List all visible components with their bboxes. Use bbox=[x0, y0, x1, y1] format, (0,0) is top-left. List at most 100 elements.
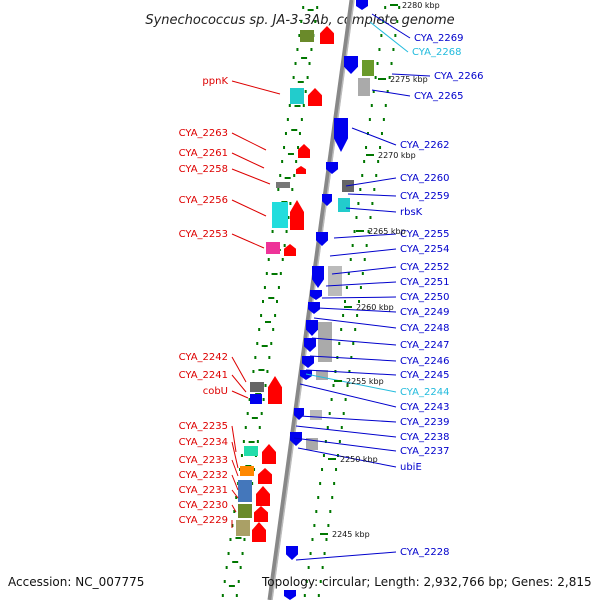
ring-tick bbox=[344, 398, 347, 401]
right-gene-label[interactable]: CYA_2244 bbox=[400, 387, 449, 398]
right-gene-label[interactable]: CYA_2269 bbox=[414, 33, 463, 44]
ring-tick bbox=[304, 90, 307, 93]
left-gene-label[interactable]: CYA_2261 bbox=[179, 148, 228, 159]
left-gene-label[interactable]: CYA_2235 bbox=[179, 421, 228, 432]
left-gene-label[interactable]: CYA_2233 bbox=[179, 455, 228, 466]
ring-tick bbox=[268, 356, 271, 359]
ring-tick bbox=[314, 20, 317, 23]
right-gene-label[interactable]: ubiE bbox=[400, 462, 422, 473]
ring-tick bbox=[369, 216, 372, 219]
ring-tick bbox=[262, 398, 265, 401]
right-gene-label[interactable]: CYA_2237 bbox=[400, 446, 449, 457]
ring-tick bbox=[340, 328, 343, 331]
ring-tick bbox=[378, 48, 381, 51]
ring-tick bbox=[258, 426, 261, 429]
reverse-gene-arrow bbox=[286, 546, 298, 560]
ring-tick bbox=[271, 230, 274, 233]
ring-tick bbox=[244, 426, 247, 429]
right-gene-label[interactable]: CYA_2265 bbox=[414, 91, 463, 102]
homolog-block bbox=[328, 266, 342, 296]
right-gene-label[interactable]: CYA_2243 bbox=[400, 402, 449, 413]
right-gene-label[interactable]: CYA_2246 bbox=[400, 356, 449, 367]
left-gene-label[interactable]: ppnK bbox=[202, 76, 228, 87]
ring-tick bbox=[372, 90, 375, 93]
left-gene-label[interactable]: CYA_2253 bbox=[179, 229, 228, 240]
ring-tick bbox=[266, 370, 269, 373]
reverse-gene-arrow bbox=[306, 320, 318, 336]
ring-tick bbox=[338, 342, 341, 345]
right-gene-label[interactable]: CYA_2249 bbox=[400, 307, 449, 318]
ring-tick bbox=[309, 552, 312, 555]
right-gene-label[interactable]: CYA_2252 bbox=[400, 262, 449, 273]
ring-tick bbox=[319, 482, 322, 485]
left-gene-label[interactable]: cobU bbox=[203, 386, 228, 397]
ring-tick bbox=[243, 538, 246, 541]
left-gene-label[interactable]: CYA_2229 bbox=[179, 515, 228, 526]
right-gene-label[interactable]: CYA_2250 bbox=[400, 292, 449, 303]
ring-tick bbox=[235, 496, 238, 499]
homolog-block bbox=[250, 394, 262, 404]
left-connector bbox=[231, 152, 265, 169]
right-gene-label[interactable]: CYA_2260 bbox=[400, 173, 449, 184]
ring-tick bbox=[376, 62, 379, 65]
right-connector bbox=[317, 307, 397, 313]
right-gene-label[interactable]: CYA_2247 bbox=[400, 340, 449, 351]
right-connector bbox=[371, 89, 411, 97]
left-gene-label[interactable]: CYA_2263 bbox=[179, 128, 228, 139]
ring-tick bbox=[342, 314, 345, 317]
ring-tick bbox=[279, 272, 282, 275]
ring-tick bbox=[350, 356, 353, 359]
right-gene-label[interactable]: CYA_2268 bbox=[412, 47, 461, 58]
ring-tick bbox=[340, 426, 343, 429]
ring-tick bbox=[248, 398, 251, 401]
right-gene-label[interactable]: CYA_2228 bbox=[400, 547, 449, 558]
right-gene-label[interactable]: CYA_2259 bbox=[400, 191, 449, 202]
left-gene-label[interactable]: CYA_2258 bbox=[179, 164, 228, 175]
right-gene-label[interactable]: CYA_2248 bbox=[400, 323, 449, 334]
right-connector bbox=[305, 373, 397, 393]
left-gene-label[interactable]: CYA_2241 bbox=[179, 370, 228, 381]
right-gene-label[interactable]: CYA_2254 bbox=[400, 244, 449, 255]
left-gene-label[interactable]: CYA_2232 bbox=[179, 470, 228, 481]
scale-label: 2270 kbp bbox=[378, 151, 416, 160]
right-gene-label[interactable]: rbsK bbox=[400, 207, 423, 218]
ring-tick bbox=[327, 524, 330, 527]
right-gene-label[interactable]: CYA_2251 bbox=[400, 277, 449, 288]
ring-tick bbox=[281, 160, 284, 163]
homolog-block bbox=[300, 30, 314, 42]
ring-tick bbox=[303, 594, 306, 597]
reverse-gene-arrow bbox=[304, 338, 316, 352]
homolog-block bbox=[276, 182, 290, 188]
ring-tick bbox=[300, 20, 303, 23]
ring-tick bbox=[274, 314, 277, 317]
right-connector bbox=[371, 13, 411, 39]
ring-tick bbox=[394, 34, 397, 37]
ring-tick bbox=[283, 146, 286, 149]
left-gene-label[interactable]: CYA_2230 bbox=[179, 500, 228, 511]
right-gene-label[interactable]: CYA_2238 bbox=[400, 432, 449, 443]
right-gene-label[interactable]: CYA_2262 bbox=[400, 140, 449, 151]
scale-label: 2265 kbp bbox=[368, 227, 406, 236]
left-gene-label[interactable]: CYA_2231 bbox=[179, 485, 228, 496]
scale-label: 2255 kbp bbox=[346, 377, 384, 386]
right-gene-label[interactable]: CYA_2239 bbox=[400, 417, 449, 428]
left-gene-label[interactable]: CYA_2256 bbox=[179, 195, 228, 206]
ring-tick bbox=[295, 160, 298, 163]
ring-tick bbox=[288, 104, 291, 107]
right-gene-label[interactable]: CYA_2255 bbox=[400, 229, 449, 240]
ring-tick bbox=[398, 6, 401, 9]
ring-tick bbox=[311, 538, 314, 541]
right-gene-label[interactable]: CYA_2245 bbox=[400, 370, 449, 381]
ring-tick bbox=[294, 62, 297, 65]
left-gene-label[interactable]: CYA_2242 bbox=[179, 352, 228, 363]
right-gene-label[interactable]: CYA_2266 bbox=[434, 71, 483, 82]
homolog-block bbox=[266, 242, 280, 254]
ring-tick bbox=[293, 174, 296, 177]
ring-tick bbox=[265, 272, 268, 275]
gene-labels: ppnK CYA_2263 CYA_2261 CYA_2258 CYA_2256 CYA_… bbox=[179, 33, 484, 558]
ring-tick bbox=[332, 384, 335, 387]
ring-tick bbox=[367, 230, 370, 233]
left-gene-label[interactable]: CYA_2234 bbox=[179, 437, 228, 448]
ring-tick bbox=[396, 20, 399, 23]
left-connector bbox=[231, 459, 239, 477]
